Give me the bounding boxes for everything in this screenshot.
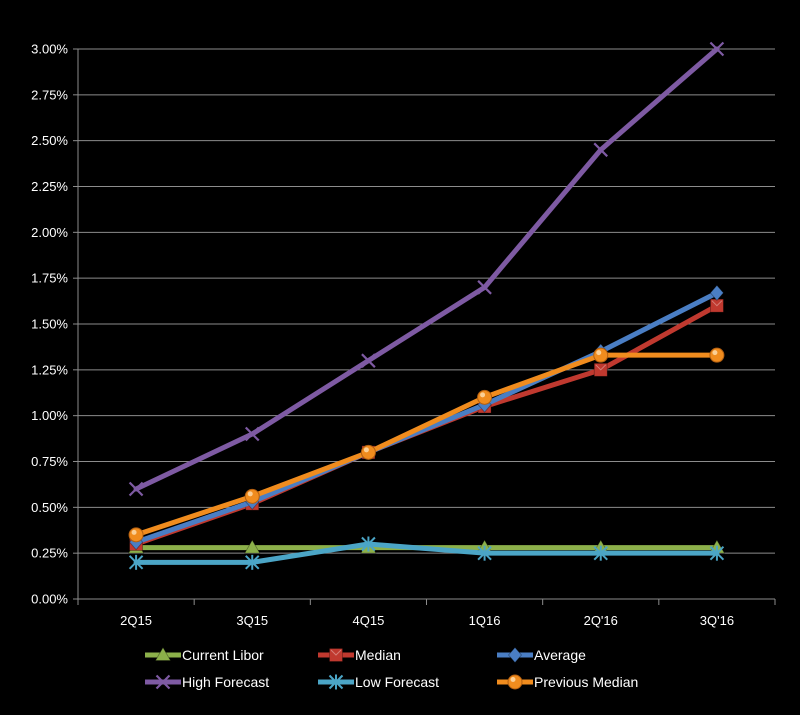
series-previous-median <box>128 347 725 543</box>
data-point-high-forecast <box>128 481 144 497</box>
y-tick-label: 1.00% <box>31 408 68 423</box>
legend-item-median: Median <box>318 647 401 663</box>
data-point-low-forecast <box>128 554 144 570</box>
series-line-low-forecast <box>133 541 720 565</box>
data-point-previous-median <box>593 347 609 363</box>
data-point-low-forecast <box>709 545 725 561</box>
x-tick-label: 3Q'16 <box>700 613 734 628</box>
y-tick-label: 0.75% <box>31 454 68 469</box>
y-tick-label: 0.00% <box>31 592 68 607</box>
data-point-median <box>593 362 608 377</box>
y-tick-label: 1.50% <box>31 317 68 332</box>
axis-layer: 0.00% 0.25% 0.50% 0.75% 1.00% 1.25% 1.50% 1.75%… <box>31 42 776 628</box>
legend-item-high-forecast: High Forecast <box>145 674 269 690</box>
legend-marker <box>507 674 523 690</box>
data-point-low-forecast <box>361 536 376 552</box>
data-point-high-forecast <box>477 280 492 295</box>
data-point-high-forecast <box>361 353 376 368</box>
legend-marker <box>154 646 172 661</box>
data-point-high-forecast <box>244 426 260 442</box>
data-point-high-forecast <box>709 41 725 57</box>
legend-label: Average <box>534 647 586 663</box>
legend-label: Previous Median <box>534 674 638 690</box>
x-tick-label: 2Q'16 <box>584 613 618 628</box>
y-tick-label: 2.75% <box>31 87 68 102</box>
legend-item-previous-median: Previous Median <box>497 674 638 690</box>
legend-marker <box>507 646 523 664</box>
y-tick-label: 0.50% <box>31 500 68 515</box>
legend: Current Libor Median Average High Forecast L… <box>145 646 638 690</box>
legend-item-low-forecast: Low Forecast <box>318 674 439 690</box>
data-point-low-forecast <box>245 554 260 570</box>
data-point-previous-median <box>709 347 725 363</box>
legend-item-current-libor: Current Libor <box>145 646 264 663</box>
legend-label: Low Forecast <box>355 674 439 690</box>
data-point-average <box>709 284 724 301</box>
data-point-previous-median <box>477 389 493 405</box>
legend-label: Current Libor <box>182 647 264 663</box>
y-tick-label: 2.00% <box>31 225 68 240</box>
x-tick-label: 1Q16 <box>469 613 501 628</box>
y-tick-label: 1.75% <box>31 271 68 286</box>
y-tick-label: 1.25% <box>31 362 68 377</box>
legend-item-average: Average <box>497 646 586 664</box>
series-line-average <box>133 290 720 545</box>
series-low-forecast <box>128 536 725 570</box>
y-tick-label: 2.25% <box>31 179 68 194</box>
data-point-median <box>710 298 724 313</box>
x-tick-label: 4Q15 <box>353 613 385 628</box>
series-layer <box>127 41 726 570</box>
legend-marker <box>328 674 344 690</box>
legend-marker <box>329 648 343 662</box>
data-point-previous-median <box>128 527 144 543</box>
data-point-previous-median <box>360 444 376 460</box>
data-point-current-libor <box>244 539 261 554</box>
data-point-previous-median <box>244 488 260 504</box>
series-high-forecast <box>128 41 725 497</box>
x-tick-label: 3Q15 <box>236 613 268 628</box>
y-tick-label: 0.25% <box>31 546 68 561</box>
y-tick-label: 2.50% <box>31 133 68 148</box>
y-tick-label: 3.00% <box>31 42 68 57</box>
series-line-high-forecast <box>133 46 720 492</box>
legend-label: Median <box>355 647 401 663</box>
series-line-previous-median <box>133 352 720 538</box>
data-point-low-forecast <box>593 545 608 561</box>
legend-marker <box>155 674 171 690</box>
legend-label: High Forecast <box>182 674 269 690</box>
data-point-high-forecast <box>593 142 609 158</box>
x-tick-label: 2Q15 <box>120 613 152 628</box>
data-point-low-forecast <box>477 545 492 561</box>
